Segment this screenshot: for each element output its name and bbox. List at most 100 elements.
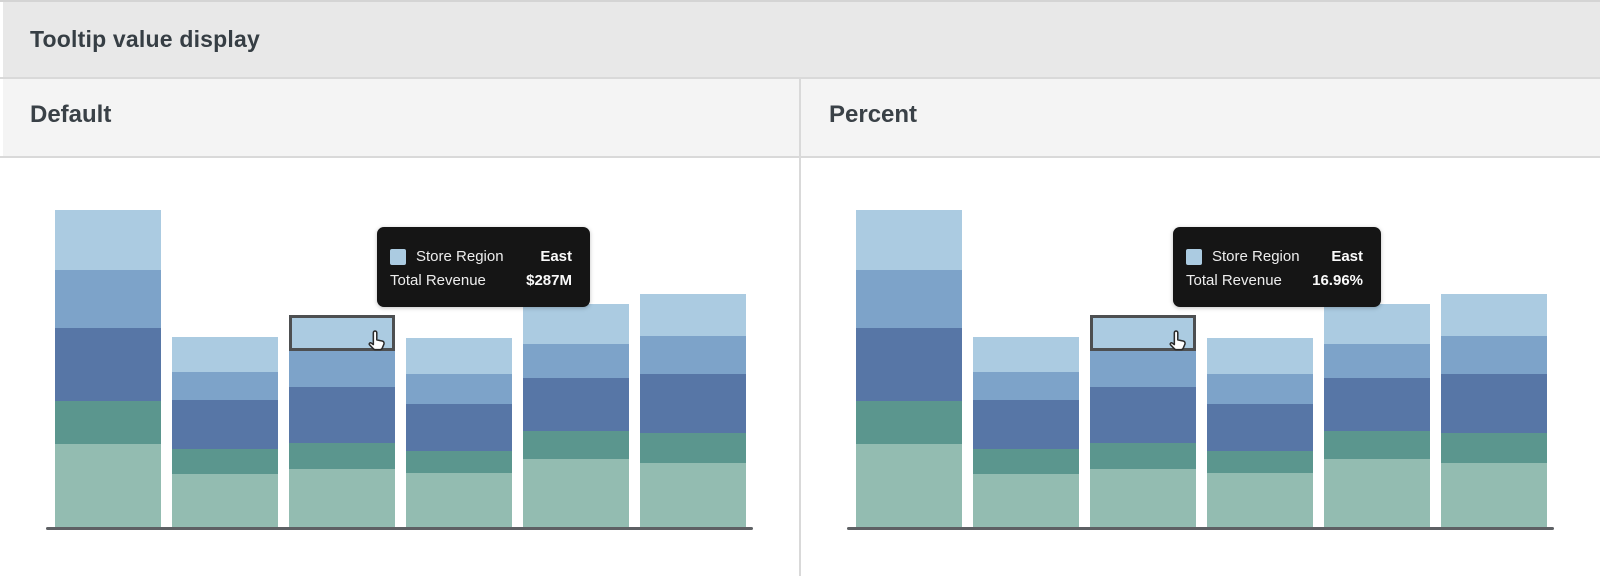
bar-segment[interactable] bbox=[289, 351, 395, 387]
bar-segment[interactable] bbox=[856, 401, 962, 444]
bar-segment[interactable] bbox=[1441, 374, 1547, 433]
hand-pointer-icon bbox=[1165, 328, 1191, 359]
bar-segment[interactable] bbox=[172, 337, 278, 372]
bar-segment[interactable] bbox=[1324, 378, 1430, 431]
stacked-bar-chart-default bbox=[0, 158, 799, 576]
bar-segment[interactable] bbox=[1441, 433, 1547, 463]
stacked-bar[interactable] bbox=[1324, 304, 1430, 527]
bar-segment[interactable] bbox=[406, 374, 512, 404]
bar-segment[interactable] bbox=[289, 443, 395, 469]
bar-segment[interactable] bbox=[1090, 469, 1196, 527]
panel-default: Store Region East Total Revenue $287M bbox=[0, 158, 799, 576]
bar-segment[interactable] bbox=[289, 387, 395, 443]
bar-segment[interactable] bbox=[640, 294, 746, 336]
bar-segment[interactable] bbox=[1441, 294, 1547, 336]
bar-segment[interactable] bbox=[1090, 387, 1196, 443]
tooltip-metric-label: Total Revenue bbox=[1186, 271, 1282, 289]
bar-segment[interactable] bbox=[1324, 344, 1430, 378]
bar-segment[interactable] bbox=[55, 328, 161, 401]
bar-segment[interactable] bbox=[55, 401, 161, 444]
bar-segment[interactable] bbox=[640, 433, 746, 463]
bar-segment[interactable] bbox=[640, 463, 746, 527]
bar-segment[interactable] bbox=[973, 474, 1079, 527]
bar-segment[interactable] bbox=[1207, 338, 1313, 374]
tooltip-row-metric: Total Revenue 16.96% bbox=[1186, 273, 1363, 288]
tooltip-series-label: Store Region bbox=[1212, 248, 1300, 265]
stacked-bar[interactable] bbox=[856, 210, 962, 527]
bar-segment[interactable] bbox=[856, 270, 962, 328]
page-title: Tooltip value display bbox=[30, 26, 260, 52]
table-top-border bbox=[0, 0, 1600, 2]
stacked-bar[interactable] bbox=[1207, 338, 1313, 527]
bar-segment[interactable] bbox=[289, 469, 395, 527]
stacked-bar[interactable] bbox=[640, 294, 746, 527]
tooltip-series-value: East bbox=[1331, 248, 1363, 265]
tooltip-series-label: Store Region bbox=[416, 248, 504, 265]
tooltip-row-metric: Total Revenue $287M bbox=[390, 273, 572, 288]
bar-segment[interactable] bbox=[973, 449, 1079, 474]
bar-segment[interactable] bbox=[172, 372, 278, 400]
stacked-bar[interactable] bbox=[1441, 294, 1547, 527]
bar-segment[interactable] bbox=[406, 404, 512, 451]
tooltip-metric-label: Total Revenue bbox=[390, 271, 486, 289]
column-title-row bbox=[3, 79, 1600, 156]
stacked-bar[interactable] bbox=[172, 337, 278, 527]
bar-segment[interactable] bbox=[523, 304, 629, 344]
stacked-bar[interactable] bbox=[1090, 315, 1196, 527]
bar-segment[interactable] bbox=[1207, 404, 1313, 451]
bar-segment[interactable] bbox=[1441, 336, 1547, 374]
stacked-bar[interactable] bbox=[55, 210, 161, 527]
bar-segment[interactable] bbox=[1207, 473, 1313, 527]
panel-percent: Store Region East Total Revenue 16.96% bbox=[801, 158, 1600, 576]
bar-segment[interactable] bbox=[1090, 351, 1196, 387]
column-divider bbox=[799, 77, 801, 576]
bar-segment[interactable] bbox=[172, 449, 278, 474]
bar-segment[interactable] bbox=[856, 328, 962, 401]
chart-tooltip: Store Region East Total Revenue 16.96% bbox=[1173, 227, 1381, 307]
bar-segment[interactable] bbox=[523, 344, 629, 378]
table-header-row: Tooltip value display bbox=[3, 2, 1600, 77]
tooltip-row-series: Store Region East bbox=[390, 248, 572, 265]
bar-segment[interactable] bbox=[1324, 431, 1430, 459]
bar-segment[interactable] bbox=[1207, 374, 1313, 404]
tooltip-series-value: East bbox=[540, 248, 572, 265]
bar-segment[interactable] bbox=[1090, 443, 1196, 469]
bar-segment[interactable] bbox=[1207, 451, 1313, 473]
bar-segment[interactable] bbox=[640, 374, 746, 433]
bar-segment[interactable] bbox=[973, 337, 1079, 372]
stacked-bar[interactable] bbox=[973, 337, 1079, 527]
chart-tooltip: Store Region East Total Revenue $287M bbox=[377, 227, 590, 307]
hand-pointer-icon bbox=[364, 328, 390, 359]
series-color-swatch bbox=[390, 248, 406, 265]
column-title-default: Default bbox=[30, 101, 112, 128]
bar-segment[interactable] bbox=[1324, 459, 1430, 527]
bar-segment[interactable] bbox=[973, 400, 1079, 449]
stacked-bar[interactable] bbox=[406, 338, 512, 527]
bar-segment[interactable] bbox=[523, 378, 629, 431]
stacked-bar[interactable] bbox=[523, 304, 629, 527]
x-axis-line bbox=[46, 527, 753, 530]
bar-segment[interactable] bbox=[1324, 304, 1430, 344]
stacked-bar-chart-percent bbox=[801, 158, 1600, 576]
bar-segment[interactable] bbox=[973, 372, 1079, 400]
bar-segment[interactable] bbox=[406, 451, 512, 473]
bar-segment[interactable] bbox=[406, 338, 512, 374]
bar-segment[interactable] bbox=[55, 210, 161, 270]
bar-segment[interactable] bbox=[523, 459, 629, 527]
bar-segment[interactable] bbox=[523, 431, 629, 459]
bar-segment[interactable] bbox=[856, 444, 962, 527]
bar-segment[interactable] bbox=[172, 400, 278, 449]
column-title-percent: Percent bbox=[829, 101, 918, 128]
bar-segment[interactable] bbox=[55, 444, 161, 527]
bar-segment[interactable] bbox=[1441, 463, 1547, 527]
bar-segment[interactable] bbox=[406, 473, 512, 527]
bar-segment[interactable] bbox=[55, 270, 161, 328]
bar-segment[interactable] bbox=[172, 474, 278, 527]
tooltip-row-series: Store Region East bbox=[1186, 248, 1363, 265]
bar-segment[interactable] bbox=[856, 210, 962, 270]
series-color-swatch bbox=[1186, 248, 1202, 265]
stacked-bar[interactable] bbox=[289, 315, 395, 527]
bar-segment[interactable] bbox=[640, 336, 746, 374]
tooltip-metric-value: 16.96% bbox=[1312, 271, 1363, 289]
